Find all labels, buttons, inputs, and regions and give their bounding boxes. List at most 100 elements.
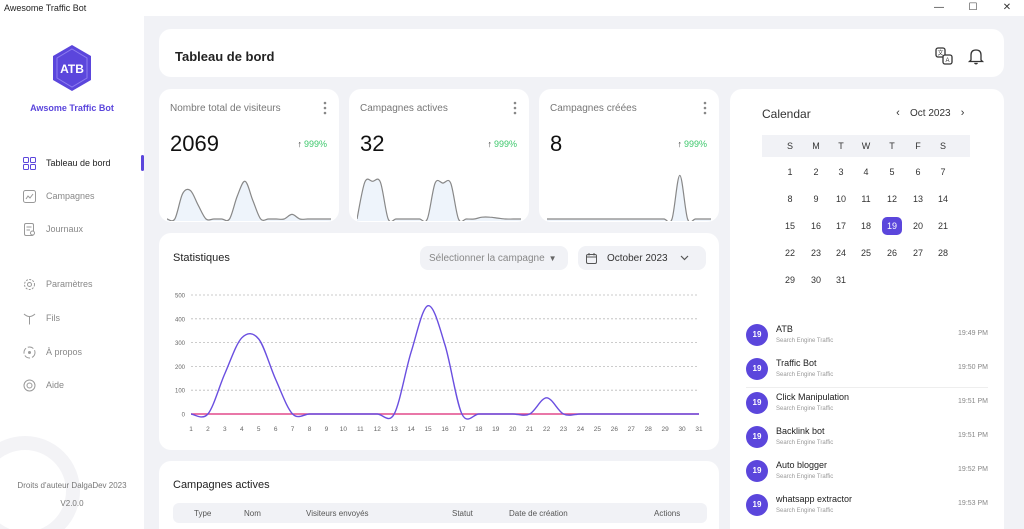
event-title: Click Manipulation <box>776 392 850 402</box>
calendar-day-today[interactable]: 19 <box>882 217 902 235</box>
table-header-type: Type <box>194 509 212 518</box>
calendar-day[interactable]: 1 <box>787 167 793 177</box>
campaign-select[interactable]: Sélectionner la campagne ▼ <box>420 246 568 270</box>
calendar-day[interactable]: 20 <box>912 221 923 231</box>
campaigns-table-card: Campagnes actives Type Nom Visiteurs env… <box>159 461 719 529</box>
calendar-day[interactable]: 25 <box>860 248 871 258</box>
more-vert-icon[interactable] <box>703 101 707 115</box>
weekday-label: T <box>889 141 895 151</box>
event-day-badge: 19 <box>746 460 768 482</box>
sidebar: ATB Awsome Traffic Bot Tableau de bord C… <box>0 16 144 529</box>
maximize-button[interactable]: ☐ <box>968 2 978 13</box>
x-tick-label: 21 <box>526 426 534 433</box>
calendar-day[interactable]: 30 <box>810 275 821 285</box>
stat-card-active-campaigns: Campagnes actives 32 ↑ 999% <box>349 89 529 222</box>
calendar-month: Oct 2023 <box>910 107 951 119</box>
stat-change-value: 999% <box>683 139 707 149</box>
sidebar-item-help[interactable]: Aide <box>22 376 144 394</box>
event-item[interactable]: 19 Click Manipulation Search Engine Traffi… <box>746 390 988 420</box>
prev-month-button[interactable]: ‹ <box>896 107 900 119</box>
x-tick-label: 10 <box>340 426 348 433</box>
event-item[interactable]: 19 whatsapp extractor Search Engine Traffi… <box>746 492 988 522</box>
arrow-up-icon: ↑ <box>297 139 302 149</box>
event-item[interactable]: 19 Backlink bot Search Engine Traffic 19:51… <box>746 424 988 454</box>
more-vert-icon[interactable] <box>513 101 517 115</box>
x-tick-label: 7 <box>291 426 295 433</box>
month-picker[interactable]: October 2023 <box>578 246 706 270</box>
stat-value: 2069 <box>170 131 219 156</box>
calendar-day[interactable]: 22 <box>784 248 795 258</box>
x-tick-label: 9 <box>325 426 329 433</box>
calendar-day[interactable]: 8 <box>787 194 793 204</box>
sidebar-item-threads[interactable]: Fils <box>22 309 144 327</box>
x-tick-label: 26 <box>611 426 619 433</box>
next-month-button[interactable]: › <box>960 107 965 119</box>
calendar-day[interactable]: 17 <box>835 221 846 231</box>
event-item[interactable]: 19 ATB Search Engine Traffic 19:49 PM <box>746 322 988 352</box>
sidebar-item-label: Campagnes <box>46 191 95 201</box>
calendar-day[interactable]: 24 <box>835 248 846 258</box>
calendar-day[interactable]: 9 <box>813 194 819 204</box>
calendar-day[interactable]: 3 <box>838 167 844 177</box>
close-button[interactable]: ✕ <box>1002 2 1012 13</box>
calendar-weekday-header <box>762 135 970 157</box>
x-tick-label: 13 <box>391 426 399 433</box>
stat-sparkline <box>357 178 521 221</box>
more-vert-icon[interactable] <box>323 101 327 115</box>
about-icon <box>22 345 36 359</box>
threads-icon <box>22 311 36 325</box>
sidebar-item-dashboard[interactable]: Tableau de bord <box>22 154 144 172</box>
x-tick-label: 29 <box>662 426 670 433</box>
minimize-button[interactable]: — <box>934 2 944 13</box>
weekday-label: W <box>861 141 871 151</box>
calendar-day[interactable]: 31 <box>835 275 846 285</box>
calendar-day[interactable]: 10 <box>835 194 846 204</box>
calendar-day[interactable]: 27 <box>912 248 923 258</box>
calendar-day[interactable]: 6 <box>915 167 921 177</box>
sidebar-item-about[interactable]: À propos <box>22 343 144 361</box>
caret-down-icon: ▼ <box>548 253 557 263</box>
stat-change: ↑ 999% <box>487 139 517 149</box>
calendar-day[interactable]: 5 <box>889 167 895 177</box>
stat-label: Campagnes créées <box>550 103 637 114</box>
calendar-day[interactable]: 14 <box>937 194 948 204</box>
stat-change: ↑ 999% <box>297 139 327 149</box>
calendar-day[interactable]: 15 <box>784 221 795 231</box>
x-tick-label: 5 <box>257 426 261 433</box>
x-tick-label: 15 <box>424 426 432 433</box>
calendar-day[interactable]: 7 <box>940 167 946 177</box>
calendar-day[interactable]: 11 <box>861 194 871 204</box>
calendar-day[interactable]: 2 <box>813 167 819 177</box>
calendar-day[interactable]: 28 <box>937 248 948 258</box>
event-item[interactable]: 19 Traffic Bot Search Engine Traffic 19:50 … <box>746 356 988 386</box>
calendar-day[interactable]: 4 <box>863 167 869 177</box>
x-tick-label: 25 <box>594 426 602 433</box>
event-time: 19:53 PM <box>958 500 988 507</box>
x-tick-label: 3 <box>223 426 227 433</box>
table-header-actions: Actions <box>654 509 681 518</box>
bell-icon[interactable] <box>967 47 985 65</box>
sidebar-item-logs[interactable]: Journaux <box>22 220 144 238</box>
sparkline-line <box>547 174 711 221</box>
x-tick-label: 17 <box>458 426 466 433</box>
calendar-day[interactable]: 13 <box>912 194 923 204</box>
stat-change-value: 999% <box>303 139 327 149</box>
sparkline-area <box>547 175 711 221</box>
calendar-day[interactable]: 23 <box>810 248 821 258</box>
svg-text:A: A <box>945 58 949 64</box>
calendar-day[interactable]: 16 <box>810 221 821 231</box>
sidebar-item-settings[interactable]: Paramètres <box>22 275 144 293</box>
x-tick-label: 8 <box>308 426 312 433</box>
month-picker-value: October 2023 <box>607 252 668 264</box>
sidebar-item-campaigns[interactable]: Campagnes <box>22 187 144 205</box>
stat-change-value: 999% <box>493 139 517 149</box>
calendar-day[interactable]: 12 <box>886 194 897 204</box>
calendar-day[interactable]: 18 <box>860 221 871 231</box>
calendar-day[interactable]: 29 <box>784 275 795 285</box>
calendar-day[interactable]: 26 <box>886 248 897 258</box>
translate-icon[interactable]: 文 A <box>935 47 953 65</box>
event-item[interactable]: 19 Auto blogger Search Engine Traffic 19:52… <box>746 458 988 488</box>
calendar-day[interactable]: 21 <box>937 221 948 231</box>
sidebar-item-label: Aide <box>46 380 65 390</box>
y-tick-label: 500 <box>175 294 186 300</box>
